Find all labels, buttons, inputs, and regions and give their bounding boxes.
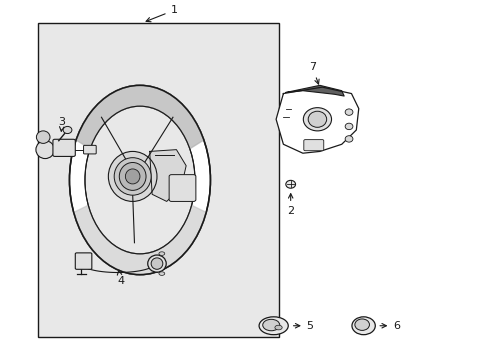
Ellipse shape (36, 141, 54, 158)
Ellipse shape (108, 152, 157, 202)
Ellipse shape (151, 258, 163, 269)
Polygon shape (285, 85, 344, 96)
Ellipse shape (354, 319, 369, 330)
Text: 2: 2 (286, 194, 294, 216)
FancyBboxPatch shape (83, 145, 96, 154)
Ellipse shape (262, 319, 279, 331)
Ellipse shape (147, 255, 166, 272)
Ellipse shape (274, 325, 282, 330)
FancyBboxPatch shape (53, 139, 75, 157)
Ellipse shape (85, 106, 195, 254)
Ellipse shape (69, 85, 210, 275)
Polygon shape (276, 87, 358, 153)
Ellipse shape (125, 169, 140, 184)
FancyBboxPatch shape (75, 253, 92, 269)
Ellipse shape (159, 252, 164, 255)
Polygon shape (74, 205, 206, 275)
Polygon shape (149, 150, 186, 202)
FancyBboxPatch shape (303, 140, 323, 151)
Ellipse shape (63, 126, 72, 134)
Ellipse shape (159, 272, 164, 275)
Ellipse shape (345, 136, 352, 142)
Ellipse shape (307, 111, 326, 127)
FancyBboxPatch shape (169, 175, 196, 202)
Ellipse shape (114, 158, 151, 195)
Text: 3: 3 (59, 117, 65, 131)
Ellipse shape (345, 109, 352, 115)
Text: 4: 4 (117, 270, 124, 286)
Ellipse shape (345, 123, 352, 130)
Bar (38, 23, 278, 337)
Ellipse shape (285, 180, 295, 188)
Ellipse shape (36, 131, 50, 143)
Text: 6: 6 (379, 321, 399, 331)
Text: 1: 1 (146, 5, 177, 22)
Polygon shape (76, 85, 203, 149)
Text: 7: 7 (308, 63, 319, 84)
Text: 5: 5 (293, 321, 313, 331)
Ellipse shape (119, 162, 146, 190)
Ellipse shape (303, 108, 331, 131)
Ellipse shape (259, 317, 287, 335)
Ellipse shape (351, 317, 374, 335)
